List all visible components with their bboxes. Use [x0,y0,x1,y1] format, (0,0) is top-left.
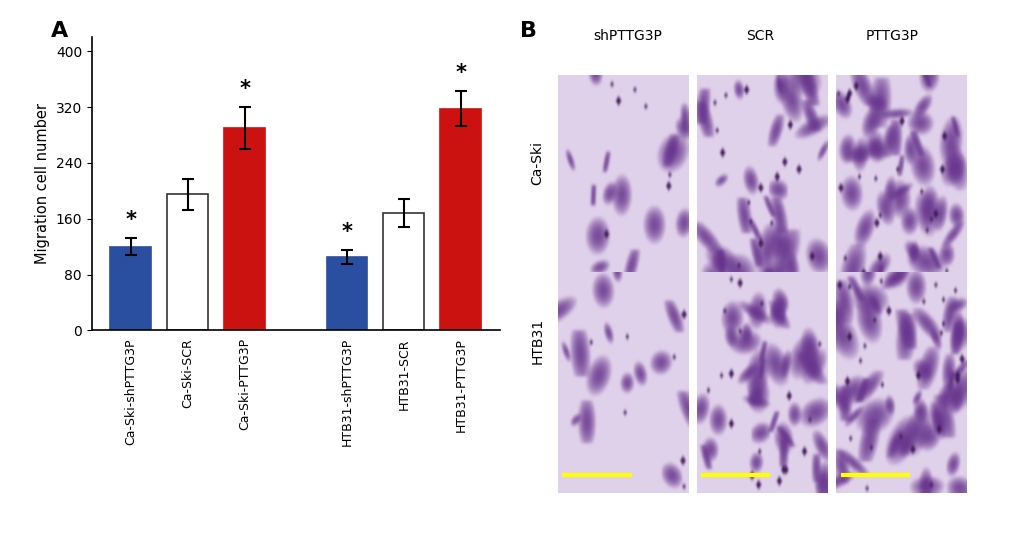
Bar [326,257,367,330]
Bar [224,128,265,330]
Bar [110,247,151,330]
Text: *: * [341,222,353,242]
Bar [167,195,208,330]
Text: PTTG3P: PTTG3P [865,29,918,43]
Text: Ca-Ski: Ca-Ski [530,141,544,184]
Text: *: * [125,210,137,230]
Text: A: A [51,21,68,42]
Text: SCR: SCR [745,29,773,43]
Y-axis label: Migration cell number: Migration cell number [35,103,50,264]
Text: *: * [238,79,250,99]
Bar [383,213,424,330]
Text: *: * [454,63,466,83]
Bar [440,109,481,330]
Text: B: B [520,21,537,42]
Text: HTB31: HTB31 [530,318,544,364]
Text: shPTTG3P: shPTTG3P [592,29,661,43]
